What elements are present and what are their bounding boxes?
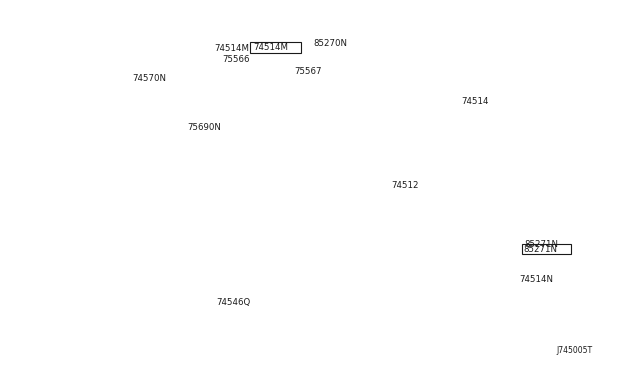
Text: 74514N: 74514N xyxy=(520,275,554,284)
Text: 75566: 75566 xyxy=(222,55,250,64)
Text: 85271N: 85271N xyxy=(524,245,557,254)
Text: 74512: 74512 xyxy=(392,181,419,190)
Text: 74514: 74514 xyxy=(461,97,488,106)
Text: 85270N: 85270N xyxy=(314,39,348,48)
Text: 85271N: 85271N xyxy=(525,240,559,249)
Text: 75690N: 75690N xyxy=(187,123,221,132)
FancyBboxPatch shape xyxy=(522,244,571,254)
Text: 74514M: 74514M xyxy=(253,43,288,52)
FancyBboxPatch shape xyxy=(250,42,301,53)
Text: J745005T: J745005T xyxy=(557,346,593,355)
Text: 75567: 75567 xyxy=(294,67,322,76)
Text: 74514M: 74514M xyxy=(214,44,250,53)
Text: 74570N: 74570N xyxy=(132,74,166,83)
Text: 74546Q: 74546Q xyxy=(216,298,251,307)
